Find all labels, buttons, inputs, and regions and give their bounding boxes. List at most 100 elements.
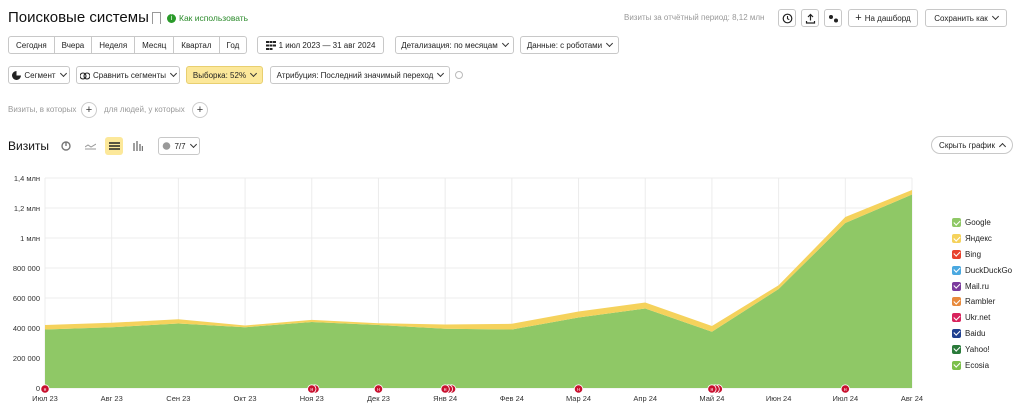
period-quarter[interactable]: Квартал [174,37,220,53]
share-button[interactable] [824,9,842,27]
period-week[interactable]: Неделя [92,37,136,53]
y-tick-label: 1,4 млн [14,174,40,183]
export-button[interactable] [801,9,819,27]
annotation-marker[interactable]: н [707,384,723,394]
x-tick-label: Авг 23 [101,394,123,403]
x-tick-label: Янв 24 [433,394,457,403]
detail-dropdown[interactable]: Детализация: по месяцам [395,36,514,54]
checkbox-icon [952,218,961,228]
legend-item[interactable]: DuckDuckGo [952,262,1012,278]
attribution-dropdown[interactable]: Атрибуция: Последний значимый переход [270,66,450,84]
y-tick-label: 400 000 [13,324,40,333]
legend-item[interactable]: Rambler [952,294,1012,310]
data-dropdown[interactable]: Данные: с роботами [520,36,619,54]
upload-icon [805,13,815,24]
legend-label: Bing [965,249,982,259]
checkbox-icon [952,281,961,291]
sample-dropdown[interactable]: Выборка: 52% [186,66,263,84]
legend-item[interactable]: Baidu [952,326,1012,342]
history-button[interactable] [778,9,796,27]
add-visit-filter-button[interactable]: + [81,102,97,118]
plus-icon: + [855,12,862,24]
pie-chart-icon [61,141,71,151]
clock-icon [782,13,792,23]
legend-item[interactable]: Ukr.net [952,310,1012,326]
series-area-google[interactable] [45,194,912,389]
x-tick-label: Сен 23 [166,394,190,403]
legend-item[interactable]: Ecosia [952,357,1012,373]
save-as-label: Сохранить как [934,13,988,23]
x-tick-label: Фев 24 [500,394,524,403]
period-yesterday[interactable]: Вчера [55,37,93,53]
annotation-marker[interactable]: н [373,384,384,394]
chart-areas [45,190,912,388]
date-range-button[interactable]: 1 июл 2023 — 31 авг 2024 [257,36,384,54]
annotation-glyph: н [44,387,47,393]
segment-label: Сегмент [24,70,56,80]
annotation-marker[interactable]: н [40,384,50,394]
legend-item[interactable]: Mail.ru [952,278,1012,294]
legend-label: Yahoo! [965,344,990,354]
chart-legend: Google Яндекс Bing DuckDuckGo Mail.ru Rambler… [952,215,1012,373]
howto-label: Как использовать [179,13,249,23]
bookmark-icon[interactable] [152,12,161,24]
line-view-icon[interactable] [81,137,99,155]
checkbox-icon [952,265,961,275]
sample-label: Выборка: 52% [192,70,247,80]
legend-item[interactable]: Yahoo! [952,341,1012,357]
period-today[interactable]: Сегодня [9,37,55,53]
hide-chart-button[interactable]: Скрыть график [931,136,1013,154]
area-chart-icon [108,141,120,150]
x-axis: Июл 23 Авг 23 Сен 23 Окт 23 Ноя 23 Дек 23 Янв … [32,394,923,403]
compare-icon [79,71,90,80]
period-month[interactable]: Месяц [135,37,175,53]
legend-item[interactable]: Google [952,215,1012,231]
x-tick-label: Ноя 23 [300,394,324,403]
annotation-dot [707,384,717,394]
series-counter-dropdown[interactable]: 7/7 [158,137,200,155]
pie-view-icon[interactable] [57,137,75,155]
annotation-marker[interactable]: н [307,384,320,394]
checkbox-icon [952,234,961,244]
x-tick-label: Апр 24 [633,394,657,403]
annotation-dot [573,384,584,394]
chevron-down-icon [991,12,999,21]
chevron-up-icon [998,142,1006,150]
segment-dropdown[interactable]: Сегмент [8,66,70,84]
detail-label: Детализация: по месяцам [401,40,498,50]
checkbox-icon [952,297,961,307]
x-tick-label: Окт 23 [234,394,257,403]
date-range-label: 1 июл 2023 — 31 авг 2024 [278,40,376,50]
x-tick-label: Май 24 [699,394,724,403]
chevron-down-icon [59,69,67,78]
chart-section-title: Визиты [8,139,50,153]
checkbox-icon [952,313,961,323]
x-tick-label: Авг 24 [901,394,923,403]
chevron-down-icon [169,69,178,78]
annotation-marker[interactable]: н [573,384,584,394]
annotation-glyph: н [711,387,714,393]
legend-label: Яндекс [965,234,992,244]
period-year[interactable]: Год [226,40,240,50]
bar-view-icon[interactable] [129,137,147,155]
annotation-dot [840,384,850,394]
save-as-button[interactable]: Сохранить как [925,9,1007,27]
compare-segments-dropdown[interactable]: Сравнить сегменты [76,66,180,84]
stacked-area-view-icon[interactable] [105,137,123,155]
x-tick-label: Июл 23 [32,394,58,403]
checkbox-icon [952,328,961,338]
dashboard-label: На дашборд [864,13,911,23]
help-icon[interactable] [455,71,463,79]
annotation-marker[interactable]: н [840,384,850,394]
annotation-dot [373,384,384,394]
dashboard-button[interactable]: + На дашборд [848,9,918,27]
add-people-filter-button[interactable]: + [192,102,208,118]
howto-link[interactable]: i Как использовать [167,13,248,23]
legend-item[interactable]: Яндекс [952,231,1012,247]
y-tick-label: 200 000 [13,354,40,363]
chevron-down-icon [189,140,197,149]
annotation-marker[interactable]: н [440,384,457,394]
legend-item[interactable]: Bing [952,247,1012,263]
annotation-glyph: н [844,387,847,393]
